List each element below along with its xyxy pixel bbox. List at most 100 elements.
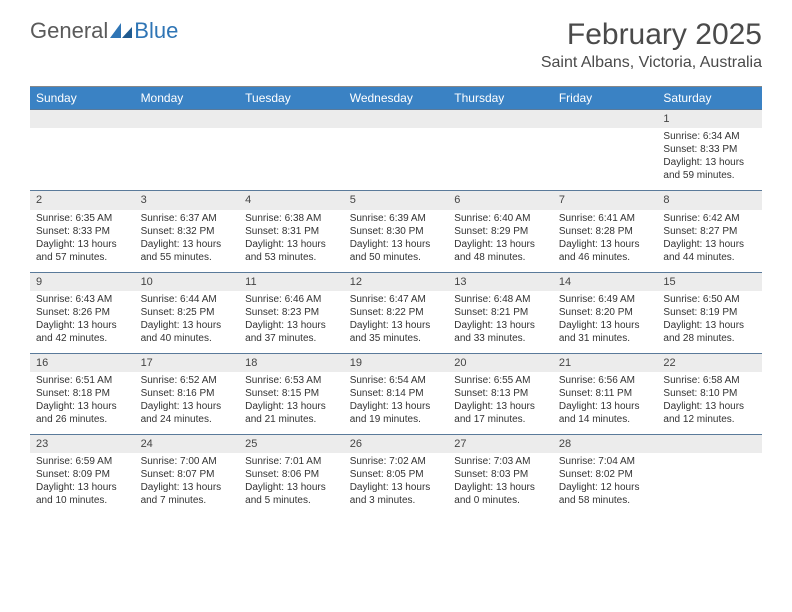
day-cell: 4Sunrise: 6:38 AMSunset: 8:31 PMDaylight… bbox=[239, 191, 344, 271]
day-number: 10 bbox=[135, 273, 240, 291]
day-cell: 25Sunrise: 7:01 AMSunset: 8:06 PMDayligh… bbox=[239, 435, 344, 515]
sunset-text: Sunset: 8:33 PM bbox=[663, 143, 756, 156]
day-cell: 1Sunrise: 6:34 AMSunset: 8:33 PMDaylight… bbox=[657, 110, 762, 190]
daylight-text: Daylight: 13 hours and 33 minutes. bbox=[454, 319, 547, 345]
day-number: 9 bbox=[30, 273, 135, 291]
daylight-text: Daylight: 13 hours and 37 minutes. bbox=[245, 319, 338, 345]
day-body: Sunrise: 6:53 AMSunset: 8:15 PMDaylight:… bbox=[239, 372, 344, 434]
daylight-text: Daylight: 13 hours and 40 minutes. bbox=[141, 319, 234, 345]
day-header-row: Sunday Monday Tuesday Wednesday Thursday… bbox=[30, 87, 762, 109]
day-cell: 11Sunrise: 6:46 AMSunset: 8:23 PMDayligh… bbox=[239, 273, 344, 353]
sunset-text: Sunset: 8:33 PM bbox=[36, 225, 129, 238]
daylight-text: Daylight: 13 hours and 12 minutes. bbox=[663, 400, 756, 426]
day-body: Sunrise: 6:51 AMSunset: 8:18 PMDaylight:… bbox=[30, 372, 135, 434]
day-body: Sunrise: 6:59 AMSunset: 8:09 PMDaylight:… bbox=[30, 453, 135, 515]
day-number bbox=[657, 435, 762, 453]
day-cell bbox=[30, 110, 135, 190]
daylight-text: Daylight: 13 hours and 24 minutes. bbox=[141, 400, 234, 426]
day-header-cell: Wednesday bbox=[344, 87, 449, 109]
day-number: 26 bbox=[344, 435, 449, 453]
sunrise-text: Sunrise: 6:44 AM bbox=[141, 293, 234, 306]
sunrise-text: Sunrise: 6:47 AM bbox=[350, 293, 443, 306]
day-body: Sunrise: 6:58 AMSunset: 8:10 PMDaylight:… bbox=[657, 372, 762, 434]
sunset-text: Sunset: 8:29 PM bbox=[454, 225, 547, 238]
day-body: Sunrise: 6:46 AMSunset: 8:23 PMDaylight:… bbox=[239, 291, 344, 353]
day-cell: 15Sunrise: 6:50 AMSunset: 8:19 PMDayligh… bbox=[657, 273, 762, 353]
day-cell: 13Sunrise: 6:48 AMSunset: 8:21 PMDayligh… bbox=[448, 273, 553, 353]
sunset-text: Sunset: 8:11 PM bbox=[559, 387, 652, 400]
day-body: Sunrise: 6:35 AMSunset: 8:33 PMDaylight:… bbox=[30, 210, 135, 272]
day-number: 25 bbox=[239, 435, 344, 453]
sunrise-text: Sunrise: 6:34 AM bbox=[663, 130, 756, 143]
day-cell: 3Sunrise: 6:37 AMSunset: 8:32 PMDaylight… bbox=[135, 191, 240, 271]
day-cell: 28Sunrise: 7:04 AMSunset: 8:02 PMDayligh… bbox=[553, 435, 658, 515]
day-header-cell: Thursday bbox=[448, 87, 553, 109]
calendar: Sunday Monday Tuesday Wednesday Thursday… bbox=[30, 86, 762, 515]
daylight-text: Daylight: 13 hours and 46 minutes. bbox=[559, 238, 652, 264]
daylight-text: Daylight: 13 hours and 55 minutes. bbox=[141, 238, 234, 264]
day-cell: 19Sunrise: 6:54 AMSunset: 8:14 PMDayligh… bbox=[344, 354, 449, 434]
day-cell: 6Sunrise: 6:40 AMSunset: 8:29 PMDaylight… bbox=[448, 191, 553, 271]
sunset-text: Sunset: 8:27 PM bbox=[663, 225, 756, 238]
day-cell: 9Sunrise: 6:43 AMSunset: 8:26 PMDaylight… bbox=[30, 273, 135, 353]
day-header-cell: Sunday bbox=[30, 87, 135, 109]
day-body: Sunrise: 6:54 AMSunset: 8:14 PMDaylight:… bbox=[344, 372, 449, 434]
sunset-text: Sunset: 8:21 PM bbox=[454, 306, 547, 319]
day-number: 23 bbox=[30, 435, 135, 453]
sunrise-text: Sunrise: 6:51 AM bbox=[36, 374, 129, 387]
month-title: February 2025 bbox=[541, 18, 762, 52]
day-number: 28 bbox=[553, 435, 658, 453]
day-number: 3 bbox=[135, 191, 240, 209]
day-cell: 23Sunrise: 6:59 AMSunset: 8:09 PMDayligh… bbox=[30, 435, 135, 515]
sunset-text: Sunset: 8:25 PM bbox=[141, 306, 234, 319]
sunset-text: Sunset: 8:18 PM bbox=[36, 387, 129, 400]
day-number: 16 bbox=[30, 354, 135, 372]
day-body: Sunrise: 7:00 AMSunset: 8:07 PMDaylight:… bbox=[135, 453, 240, 515]
sunset-text: Sunset: 8:05 PM bbox=[350, 468, 443, 481]
daylight-text: Daylight: 13 hours and 10 minutes. bbox=[36, 481, 129, 507]
daylight-text: Daylight: 13 hours and 48 minutes. bbox=[454, 238, 547, 264]
daylight-text: Daylight: 13 hours and 28 minutes. bbox=[663, 319, 756, 345]
day-body: Sunrise: 6:39 AMSunset: 8:30 PMDaylight:… bbox=[344, 210, 449, 272]
day-header-cell: Friday bbox=[553, 87, 658, 109]
day-body: Sunrise: 6:50 AMSunset: 8:19 PMDaylight:… bbox=[657, 291, 762, 353]
day-number bbox=[553, 110, 658, 128]
sunrise-text: Sunrise: 7:04 AM bbox=[559, 455, 652, 468]
day-number: 14 bbox=[553, 273, 658, 291]
day-number bbox=[448, 110, 553, 128]
sunrise-text: Sunrise: 6:52 AM bbox=[141, 374, 234, 387]
week-row: 9Sunrise: 6:43 AMSunset: 8:26 PMDaylight… bbox=[30, 272, 762, 353]
day-number bbox=[30, 110, 135, 128]
sunrise-text: Sunrise: 6:48 AM bbox=[454, 293, 547, 306]
sunset-text: Sunset: 8:19 PM bbox=[663, 306, 756, 319]
sunrise-text: Sunrise: 6:55 AM bbox=[454, 374, 547, 387]
sunrise-text: Sunrise: 6:41 AM bbox=[559, 212, 652, 225]
daylight-text: Daylight: 13 hours and 44 minutes. bbox=[663, 238, 756, 264]
sunrise-text: Sunrise: 7:02 AM bbox=[350, 455, 443, 468]
day-cell: 18Sunrise: 6:53 AMSunset: 8:15 PMDayligh… bbox=[239, 354, 344, 434]
sunset-text: Sunset: 8:06 PM bbox=[245, 468, 338, 481]
sunset-text: Sunset: 8:30 PM bbox=[350, 225, 443, 238]
sunrise-text: Sunrise: 6:42 AM bbox=[663, 212, 756, 225]
day-number: 1 bbox=[657, 110, 762, 128]
sunset-text: Sunset: 8:28 PM bbox=[559, 225, 652, 238]
day-number: 27 bbox=[448, 435, 553, 453]
day-cell: 17Sunrise: 6:52 AMSunset: 8:16 PMDayligh… bbox=[135, 354, 240, 434]
sunset-text: Sunset: 8:23 PM bbox=[245, 306, 338, 319]
day-body: Sunrise: 7:04 AMSunset: 8:02 PMDaylight:… bbox=[553, 453, 658, 515]
sunrise-text: Sunrise: 6:37 AM bbox=[141, 212, 234, 225]
day-number bbox=[239, 110, 344, 128]
day-number bbox=[135, 110, 240, 128]
day-cell: 5Sunrise: 6:39 AMSunset: 8:30 PMDaylight… bbox=[344, 191, 449, 271]
day-cell: 27Sunrise: 7:03 AMSunset: 8:03 PMDayligh… bbox=[448, 435, 553, 515]
day-body: Sunrise: 6:56 AMSunset: 8:11 PMDaylight:… bbox=[553, 372, 658, 434]
daylight-text: Daylight: 13 hours and 5 minutes. bbox=[245, 481, 338, 507]
day-cell bbox=[239, 110, 344, 190]
daylight-text: Daylight: 12 hours and 58 minutes. bbox=[559, 481, 652, 507]
day-number: 18 bbox=[239, 354, 344, 372]
sunset-text: Sunset: 8:09 PM bbox=[36, 468, 129, 481]
day-number: 22 bbox=[657, 354, 762, 372]
sunrise-text: Sunrise: 6:56 AM bbox=[559, 374, 652, 387]
day-body: Sunrise: 6:44 AMSunset: 8:25 PMDaylight:… bbox=[135, 291, 240, 353]
week-row: 2Sunrise: 6:35 AMSunset: 8:33 PMDaylight… bbox=[30, 190, 762, 271]
